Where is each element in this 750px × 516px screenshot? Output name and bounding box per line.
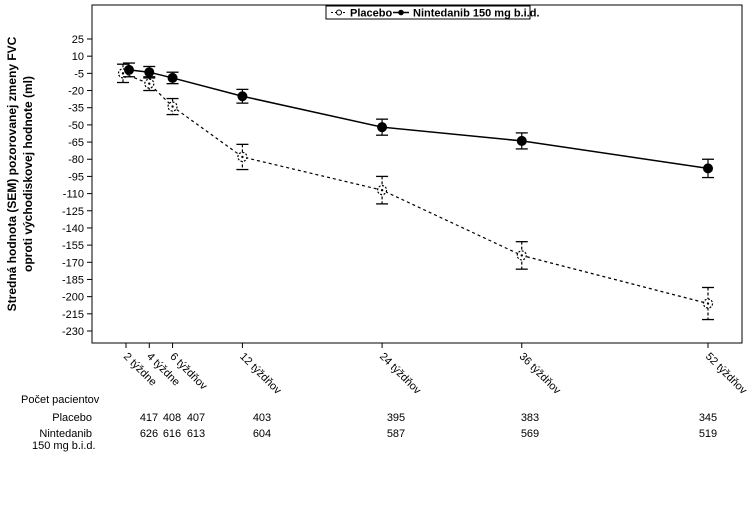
y-tick-label: -200 (62, 292, 84, 304)
legend: Placebo Nintedanib 150 mg b.i.d. (325, 5, 540, 20)
table-cell: 408 (163, 412, 181, 424)
table-cell: 395 (387, 412, 405, 424)
table-row-sublabel: 150 mg b.i.d. (32, 440, 96, 452)
y-tick-label: 25 (72, 34, 84, 46)
x-tick-label: 12 týždňov (237, 351, 283, 397)
series-line (128, 69, 709, 170)
data-point (124, 64, 134, 75)
y-tick-label: -230 (62, 326, 84, 338)
table-cell: 604 (253, 428, 271, 440)
data-point-center (241, 155, 244, 159)
y-tick-label: -125 (62, 206, 84, 218)
data-point (703, 163, 713, 174)
legend-label-nintedanib: Nintedanib 150 mg b.i.d. (413, 8, 540, 20)
legend-label-placebo: Placebo (350, 8, 392, 20)
y-tick-label: -20 (68, 86, 84, 98)
table-row-label: Placebo (52, 412, 92, 424)
data-point-center (171, 105, 174, 108)
y-tick-label: -35 (68, 103, 84, 115)
table-cell: 383 (521, 412, 539, 424)
y-axis-title-line1: Stredná hodnota (SEM) pozorovanej zmeny … (5, 36, 19, 311)
y-tick-label: 10 (72, 51, 84, 63)
table-cell: 345 (699, 412, 717, 424)
x-tick-label: 36 týždňov (517, 351, 563, 397)
table-cell: 616 (163, 428, 181, 440)
y-tick-label: -80 (68, 154, 84, 166)
y-tick-label: -215 (62, 309, 84, 321)
data-point (516, 135, 527, 146)
y-tick-label: -170 (62, 257, 84, 269)
series-nintedanib (123, 62, 714, 179)
legend-box (325, 5, 531, 20)
table-cell: 407 (187, 412, 205, 424)
x-tick-label: 52 týždňov (703, 351, 749, 397)
y-tick-label: -110 (63, 189, 84, 201)
table-cell: 613 (187, 428, 205, 440)
series-layer (117, 62, 714, 321)
legend-marker-nintedanib (398, 9, 404, 16)
table-row-label: Nintedanib (39, 428, 92, 440)
y-tick-label: -140 (62, 223, 84, 235)
data-point-center (380, 188, 384, 192)
data-point-center (706, 302, 710, 305)
y-tick-label: -95 (68, 171, 84, 183)
legend-marker-placebo (336, 9, 342, 16)
y-tick-label: -65 (68, 137, 84, 149)
plot-frame (91, 4, 743, 344)
y-tick-label: -50 (68, 120, 84, 132)
data-point (144, 67, 155, 78)
data-point-center (520, 254, 523, 257)
data-point-center (148, 82, 151, 85)
y-tick-label: -5 (74, 68, 84, 80)
table-header: Počet pacientov (21, 394, 100, 406)
data-point (377, 122, 388, 133)
series-line (122, 72, 709, 305)
data-point (167, 72, 178, 83)
table-cell: 587 (387, 428, 405, 440)
y-axis-title-line2: oproti východiskovej hodnote (ml) (21, 76, 35, 272)
table-cell: 417 (140, 412, 158, 424)
series-placebo (117, 63, 714, 321)
y-axis: 25 10 -5 -20 -35 -50 -65 -80 -95 -110 -125 -140 -155… (62, 34, 92, 338)
data-point-center (121, 72, 125, 75)
table-cell: 569 (521, 428, 539, 440)
x-tick-label: 24 týždňov (377, 351, 423, 397)
table-cell: 626 (140, 428, 158, 440)
table-cell: 519 (699, 428, 717, 440)
table-cell: 403 (253, 412, 271, 424)
y-tick-label: -155 (62, 240, 84, 252)
data-point (237, 91, 248, 102)
patients-table: Počet pacientov Placebo 417 408 407 403 395 383… (21, 394, 717, 452)
y-tick-label: -185 (62, 274, 84, 286)
